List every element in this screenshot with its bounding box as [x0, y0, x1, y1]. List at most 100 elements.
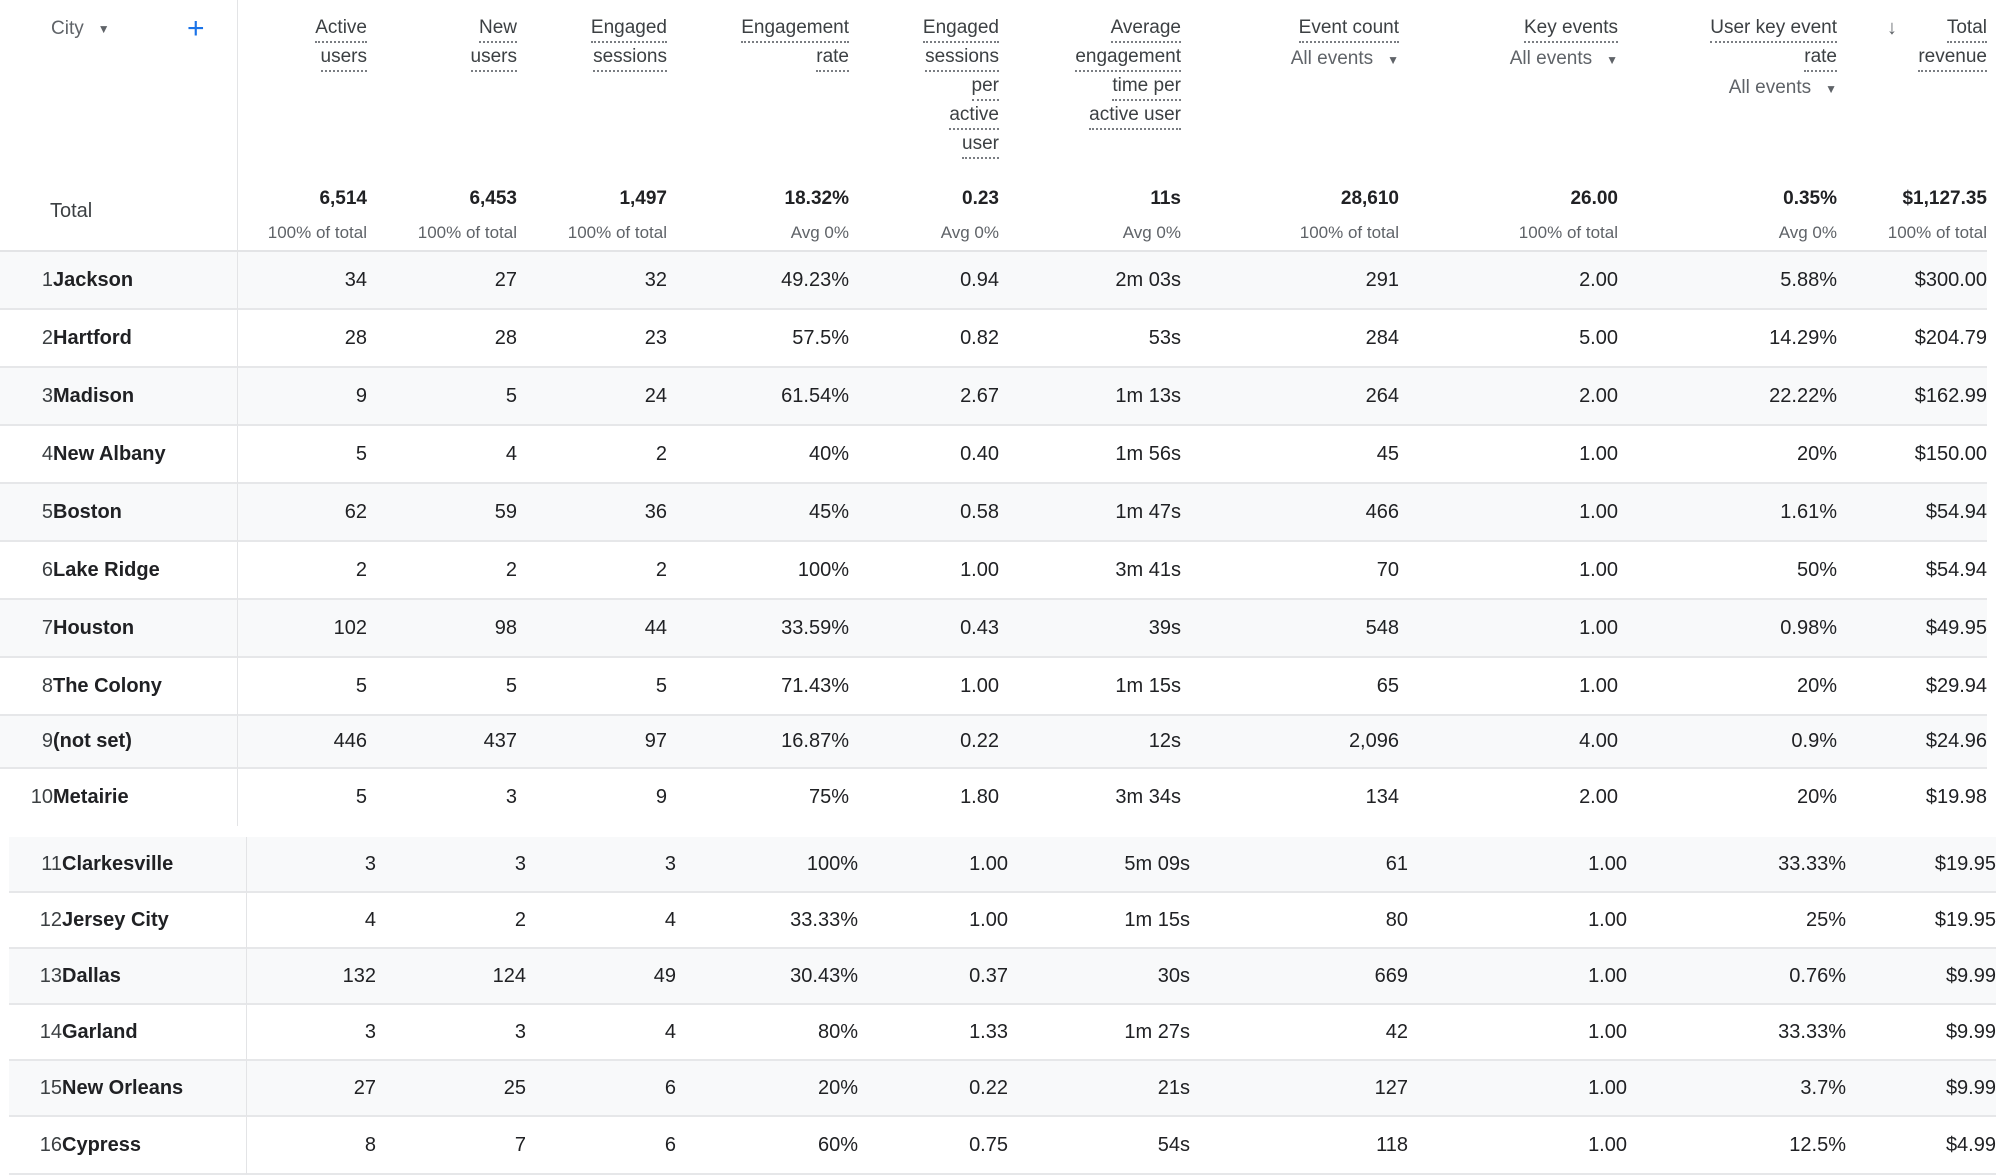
city-cell[interactable]: 12 Jersey City — [9, 893, 247, 949]
metric-cell: $29.94 — [1837, 658, 1987, 716]
header-line-wrap: Engaged — [849, 14, 999, 43]
city-cell[interactable]: 1 Jackson — [0, 252, 238, 310]
metric-cell: 1.00 — [1408, 837, 1627, 893]
metric-cell: $300.00 — [1837, 252, 1987, 310]
total-subtext: 100% of total — [267, 223, 367, 242]
column-header-label: engagement — [1075, 44, 1181, 72]
arrow-down-icon[interactable]: ↓ — [1887, 17, 1897, 39]
column-header-label: Event count — [1298, 15, 1399, 43]
metric-cell: 25% — [1627, 893, 1846, 949]
metric-cell: 62 — [238, 484, 367, 542]
total-value: 11s — [1150, 188, 1181, 209]
metric-cell: 1.61% — [1618, 484, 1837, 542]
metric-cell: 45% — [667, 484, 849, 542]
metric-cell: 5 — [367, 368, 517, 426]
dimension-selector[interactable]: City ▼ — [51, 18, 110, 40]
metric-cell: 28 — [238, 310, 367, 368]
metric-cell: 1.00 — [1399, 542, 1618, 600]
header-line-wrap: New — [367, 14, 517, 43]
metric-cell: 1.00 — [849, 658, 999, 716]
column-header[interactable]: Event count All events ▼ 28,610 100% of tota… — [1181, 0, 1399, 250]
column-header[interactable]: Average engagement time per active user 11s A… — [999, 0, 1181, 250]
column-header[interactable]: New users 6,453 100% of total — [367, 0, 517, 250]
row-number: 3 — [41, 384, 53, 407]
header-line-wrap: revenue — [1837, 43, 1987, 72]
column-header[interactable]: Active users 6,514 100% of total — [238, 0, 367, 250]
city-cell[interactable]: 6 Lake Ridge — [0, 542, 238, 600]
city-cell[interactable]: 9 (not set) — [0, 716, 238, 769]
column-header-label: Average — [1110, 15, 1181, 43]
column-header[interactable]: User key event rate All events ▼ 0.35% Avg 0% — [1618, 0, 1837, 250]
metric-cell: 3 — [505, 786, 517, 808]
event-selector[interactable]: All events ▼ — [1181, 45, 1399, 74]
metric-cell: 4.00 — [1399, 716, 1618, 769]
total-value: 1,497 — [619, 188, 667, 209]
row-number: 15 — [39, 1076, 62, 1099]
metric-cell: 50% — [1618, 542, 1837, 600]
city-cell[interactable]: 15 New Orleans — [9, 1061, 247, 1117]
city-cell[interactable]: 2 Hartford — [0, 310, 238, 368]
header-line-wrap: Total — [1837, 14, 1987, 43]
header-line-wrap: per — [849, 72, 999, 101]
city-cell[interactable]: 7 Houston — [0, 600, 238, 658]
metric-cell: 16.87% — [667, 716, 849, 769]
city-cell[interactable]: 14 Garland — [9, 1005, 247, 1061]
city-name: Jersey City — [62, 908, 169, 931]
metric-cell: 33.33% — [676, 893, 858, 949]
header-line-wrap: Event count — [1181, 14, 1399, 43]
city-cell[interactable]: 4 New Albany — [0, 426, 238, 484]
city-cell[interactable]: 5 Boston — [0, 484, 238, 542]
event-selector-label: All events — [1728, 77, 1812, 98]
city-cell[interactable]: 8 The Colony — [0, 658, 238, 716]
metric-cell: 0.37 — [858, 949, 1008, 1005]
total-value: $1,127.35 — [1902, 188, 1987, 209]
column-header[interactable]: Key events All events ▼ 26.00 100% of total — [1399, 0, 1618, 250]
metric-cell: 49 — [526, 949, 676, 1005]
column-header-label: active user — [1089, 102, 1181, 130]
metric-cell: 0.75 — [858, 1117, 1008, 1175]
row-number: 5 — [41, 500, 53, 523]
header-line-wrap: Engagement — [667, 14, 849, 43]
city-cell[interactable]: 16 Cypress — [9, 1117, 247, 1175]
metric-cell: 0.22 — [858, 1061, 1008, 1117]
metric-cell: 4 — [526, 893, 676, 949]
column-header[interactable]: Engaged sessions per active user 0.23 Avg 0% — [849, 0, 999, 250]
chevron-down-icon: ▼ — [1387, 53, 1399, 67]
chevron-down-icon: ▼ — [1606, 53, 1618, 67]
metric-cell: 33.33% — [1627, 837, 1846, 893]
header-line-wrap: users — [367, 43, 517, 72]
metric-cell: 27 — [247, 1061, 376, 1117]
metric-cell: 3.7% — [1627, 1061, 1846, 1117]
header-line-wrap: rate — [1618, 43, 1837, 72]
header-line-wrap: engagement — [999, 43, 1181, 72]
metric-cell: 1.00 — [849, 542, 999, 600]
metric-cell: 80 — [1190, 893, 1408, 949]
metric-cell: 1.00 — [1408, 893, 1627, 949]
column-header-label: per — [971, 73, 999, 101]
city-cell[interactable]: 10 Metairie — [0, 769, 238, 826]
metric-cell: 61 — [1190, 837, 1408, 893]
header-line-wrap: users — [238, 43, 367, 72]
metric-cell: 42 — [1190, 1005, 1408, 1061]
total-value: 28,610 — [1340, 188, 1399, 209]
metric-cell: 1.00 — [858, 837, 1008, 893]
city-cell[interactable]: 11 Clarkesville — [9, 837, 247, 893]
city-cell[interactable]: 3 Madison — [0, 368, 238, 426]
column-header[interactable]: Engaged sessions 1,497 100% of total — [517, 0, 667, 250]
column-header[interactable]: Total revenue ↓ $1,127.35 100% of total — [1837, 0, 1987, 250]
header-line-wrap: user — [849, 130, 999, 159]
table-header: City ▼ + Total Active users 6,514 100% of t… — [0, 0, 1987, 252]
city-name: Boston — [53, 500, 122, 523]
metric-cell: $9.99 — [1846, 1005, 1996, 1061]
metric-cell: 2 — [517, 426, 667, 484]
total-value: 18.32% — [784, 188, 849, 209]
city-cell[interactable]: 13 Dallas — [9, 949, 247, 1005]
total-subtext: 100% of total — [1299, 223, 1399, 242]
event-selector[interactable]: All events ▼ — [1399, 45, 1618, 74]
plus-icon[interactable]: + — [187, 12, 205, 45]
header-line-wrap: Average — [999, 14, 1181, 43]
column-header[interactable]: Engagement rate 18.32% Avg 0% — [667, 0, 849, 250]
metric-cell: 1m 15s — [999, 658, 1181, 716]
event-selector[interactable]: All events ▼ — [1618, 74, 1837, 103]
metric-cell: 1m 27s — [1008, 1005, 1190, 1061]
